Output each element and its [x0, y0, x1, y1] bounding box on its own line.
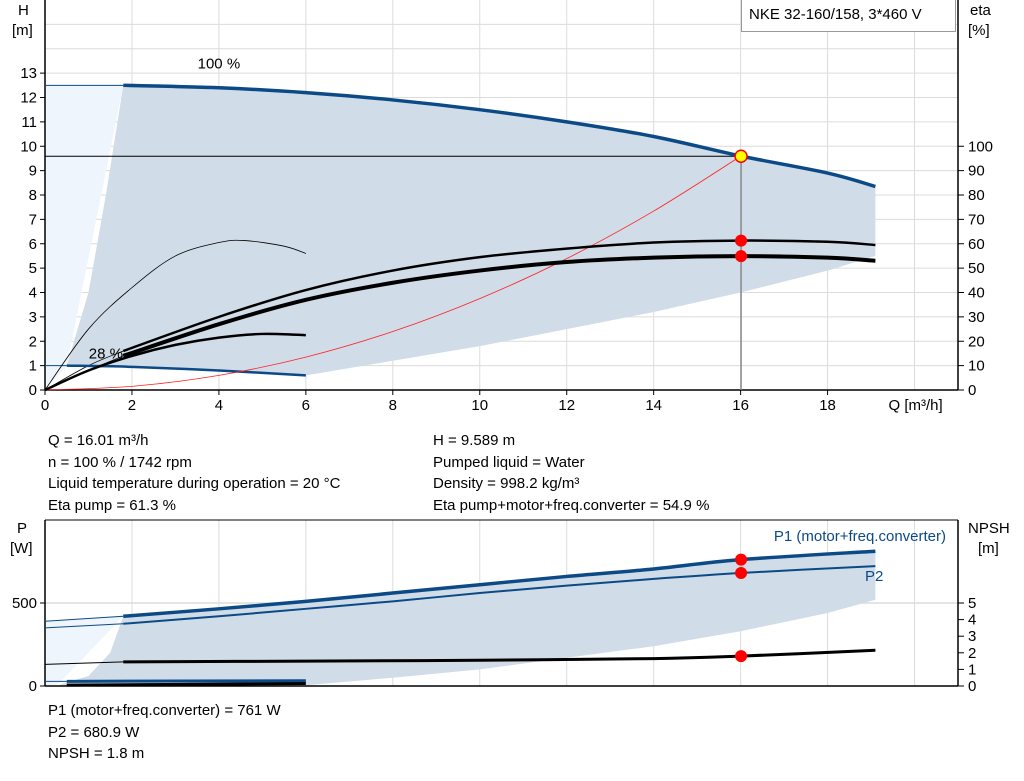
npsh-tick-label: 1	[968, 661, 976, 678]
q-tick-label: 4	[215, 397, 223, 414]
p2-marker	[735, 566, 748, 579]
h-curve-28	[66, 364, 306, 377]
q-tick-label: 2	[128, 397, 136, 414]
duty-point-marker	[734, 149, 748, 164]
p-axis-label: [W]	[10, 540, 33, 557]
p1-curve-28	[66, 679, 306, 683]
operating-range-area	[58, 551, 876, 686]
npsh-tick-label: 2	[968, 645, 976, 662]
eta-tick-label: 50	[968, 260, 985, 277]
h-tick-label: 7	[29, 211, 37, 228]
h-tick-label: 12	[20, 90, 37, 107]
h-axis-label: [m]	[12, 22, 33, 39]
eta-tick-label: 0	[968, 382, 976, 399]
q-axis-label: Q [m³/h]	[889, 397, 943, 414]
speed-label-100: 100 %	[198, 55, 241, 72]
info-h: H = 9.589 m	[433, 432, 516, 449]
p-tick-label: 500	[12, 595, 37, 612]
eta-tick-label: 60	[968, 236, 985, 253]
eta-tick-label: 80	[968, 187, 985, 204]
eta-axis-label: [%]	[968, 22, 990, 39]
eta-tick-label: 40	[968, 285, 985, 302]
info-top-right: H = 9.589 m Pumped liquid = Water Densit…	[433, 430, 709, 516]
npsh-axis-label: [m]	[978, 540, 999, 557]
h-tick-label: 11	[21, 114, 37, 131]
eta-total-curve-28	[44, 332, 306, 392]
npsh-tick-label: 4	[968, 612, 976, 629]
q-tick-label: 6	[302, 397, 310, 414]
h-tick-label: 5	[29, 260, 37, 277]
info-eta-total: Eta pump+motor+freq.converter = 54.9 %	[433, 496, 710, 514]
range-area-light	[45, 85, 124, 390]
npsh-axis-label: NPSH	[968, 520, 1010, 537]
info-temp: Liquid temperature during operation = 20…	[48, 475, 341, 492]
eta-pump-curve-28	[44, 239, 306, 391]
info-npsh: NPSH = 1.8 m	[48, 745, 145, 762]
info-p2: P2 = 680.9 W	[48, 723, 140, 741]
q-tick-label: 18	[819, 397, 836, 414]
info-bottom: P1 (motor+freq.converter) = 761 W P2 = 6…	[48, 700, 281, 765]
p1-extension	[44, 615, 124, 622]
q-tick-label: 14	[645, 397, 662, 414]
info-speed: n = 100 % / 1742 rpm	[48, 453, 192, 471]
h-tick-label: 13	[20, 65, 37, 82]
h-curve-100	[123, 83, 876, 189]
h-axis-label: H	[18, 2, 29, 19]
info-liquid: Pumped liquid = Water	[433, 453, 585, 471]
range-area-light	[45, 616, 124, 686]
eta-axis-label: eta	[970, 2, 992, 19]
p1-curve	[123, 549, 876, 619]
h-tick-label: 0	[29, 382, 37, 399]
info-density: Density = 998.2 kg/m³	[433, 475, 580, 492]
q-tick-label: 10	[471, 397, 488, 414]
q-tick-label: 12	[558, 397, 575, 414]
h-tick-label: 1	[29, 358, 37, 375]
p2-curve	[123, 565, 876, 625]
h-tick-label: 4	[29, 285, 37, 302]
npsh-tick-label: 0	[968, 678, 976, 695]
npsh-extension	[44, 661, 124, 665]
speed-label-28: 28 %	[89, 345, 123, 362]
info-q: Q = 16.01 m³/h	[48, 432, 149, 449]
npsh-curve-28	[66, 682, 306, 687]
eta-tick-label: 100	[968, 138, 993, 155]
info-eta-pump: Eta pump = 61.3 %	[48, 496, 176, 514]
q-tick-label: 0	[41, 397, 49, 414]
p1-marker	[735, 553, 748, 566]
p2-series-label: P2	[865, 568, 883, 585]
npsh-curve	[123, 648, 876, 664]
eta-total-curve-100	[122, 254, 876, 358]
npsh-tick-label: 3	[968, 628, 976, 645]
npsh-tick-label: 5	[968, 595, 976, 612]
h-tick-label: 2	[29, 333, 37, 350]
info-top-left: Q = 16.01 m³/h n = 100 % / 1742 rpm Liqu…	[48, 430, 340, 516]
h-tick-label: 6	[29, 236, 37, 253]
p-axis-label: P	[17, 520, 27, 537]
q-tick-label: 8	[389, 397, 397, 414]
eta-tick-label: 90	[968, 163, 985, 180]
operating-range-area	[66, 85, 876, 376]
eta-total-marker	[735, 250, 748, 263]
h-tick-label: 10	[20, 138, 37, 155]
p1-series-label: P1 (motor+freq.converter)	[774, 528, 946, 545]
eta-tick-label: 20	[968, 333, 985, 350]
p2-extension	[44, 623, 124, 629]
eta-tick-label: 30	[968, 309, 985, 326]
p-tick-label: 0	[29, 678, 37, 695]
eta-tick-label: 10	[968, 358, 985, 375]
q-tick-label: 16	[732, 397, 749, 414]
pump-title: NKE 32-160/158, 3*460 V	[749, 6, 922, 23]
pump-title-box: NKE 32-160/158, 3*460 V	[741, 0, 956, 32]
h-tick-label: 3	[29, 309, 37, 326]
info-p1: P1 (motor+freq.converter) = 761 W	[48, 702, 281, 719]
eta-pump-curve-100	[122, 239, 876, 353]
eta-tick-label: 70	[968, 211, 985, 228]
system-curve	[44, 155, 741, 391]
h-tick-label: 9	[29, 163, 37, 180]
h-tick-label: 8	[29, 187, 37, 204]
eta-pump-marker	[735, 234, 748, 247]
npsh-marker	[735, 650, 748, 663]
